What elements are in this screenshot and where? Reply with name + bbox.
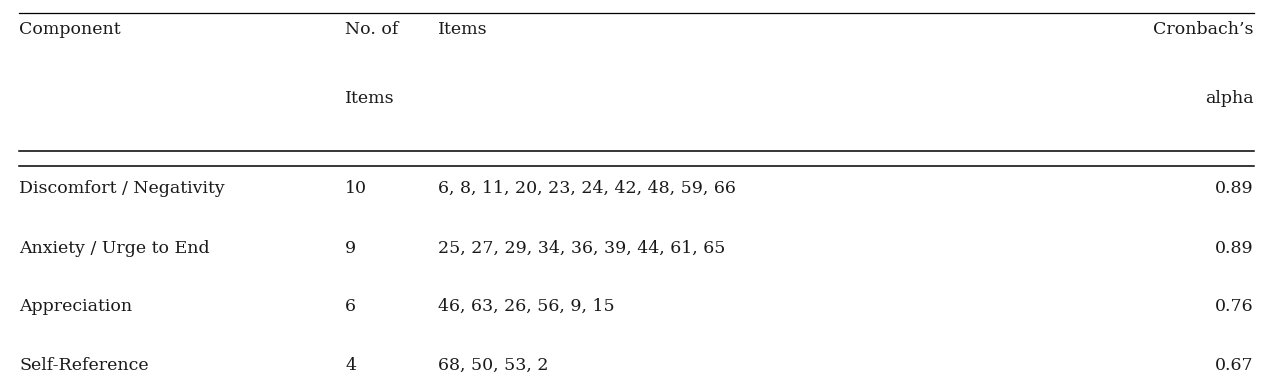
Text: 25, 27, 29, 34, 36, 39, 44, 61, 65: 25, 27, 29, 34, 36, 39, 44, 61, 65 [438, 240, 725, 257]
Text: Self-Reference: Self-Reference [19, 357, 148, 374]
Text: 0.89: 0.89 [1216, 240, 1254, 257]
Text: 0.89: 0.89 [1216, 180, 1254, 197]
Text: 6: 6 [345, 298, 357, 315]
Text: 0.67: 0.67 [1216, 357, 1254, 374]
Text: Anxiety / Urge to End: Anxiety / Urge to End [19, 240, 209, 257]
Text: 68, 50, 53, 2: 68, 50, 53, 2 [438, 357, 548, 374]
Text: No. of: No. of [345, 21, 398, 38]
Text: 0.76: 0.76 [1216, 298, 1254, 315]
Text: Appreciation: Appreciation [19, 298, 132, 315]
Text: 9: 9 [345, 240, 357, 257]
Text: Cronbach’s: Cronbach’s [1154, 21, 1254, 38]
Text: alpha: alpha [1206, 90, 1254, 107]
Text: Component: Component [19, 21, 121, 38]
Text: Discomfort / Negativity: Discomfort / Negativity [19, 180, 225, 197]
Text: 4: 4 [345, 357, 357, 374]
Text: Items: Items [438, 21, 487, 38]
Text: 10: 10 [345, 180, 367, 197]
Text: Items: Items [345, 90, 395, 107]
Text: 46, 63, 26, 56, 9, 15: 46, 63, 26, 56, 9, 15 [438, 298, 614, 315]
Text: 6, 8, 11, 20, 23, 24, 42, 48, 59, 66: 6, 8, 11, 20, 23, 24, 42, 48, 59, 66 [438, 180, 736, 197]
